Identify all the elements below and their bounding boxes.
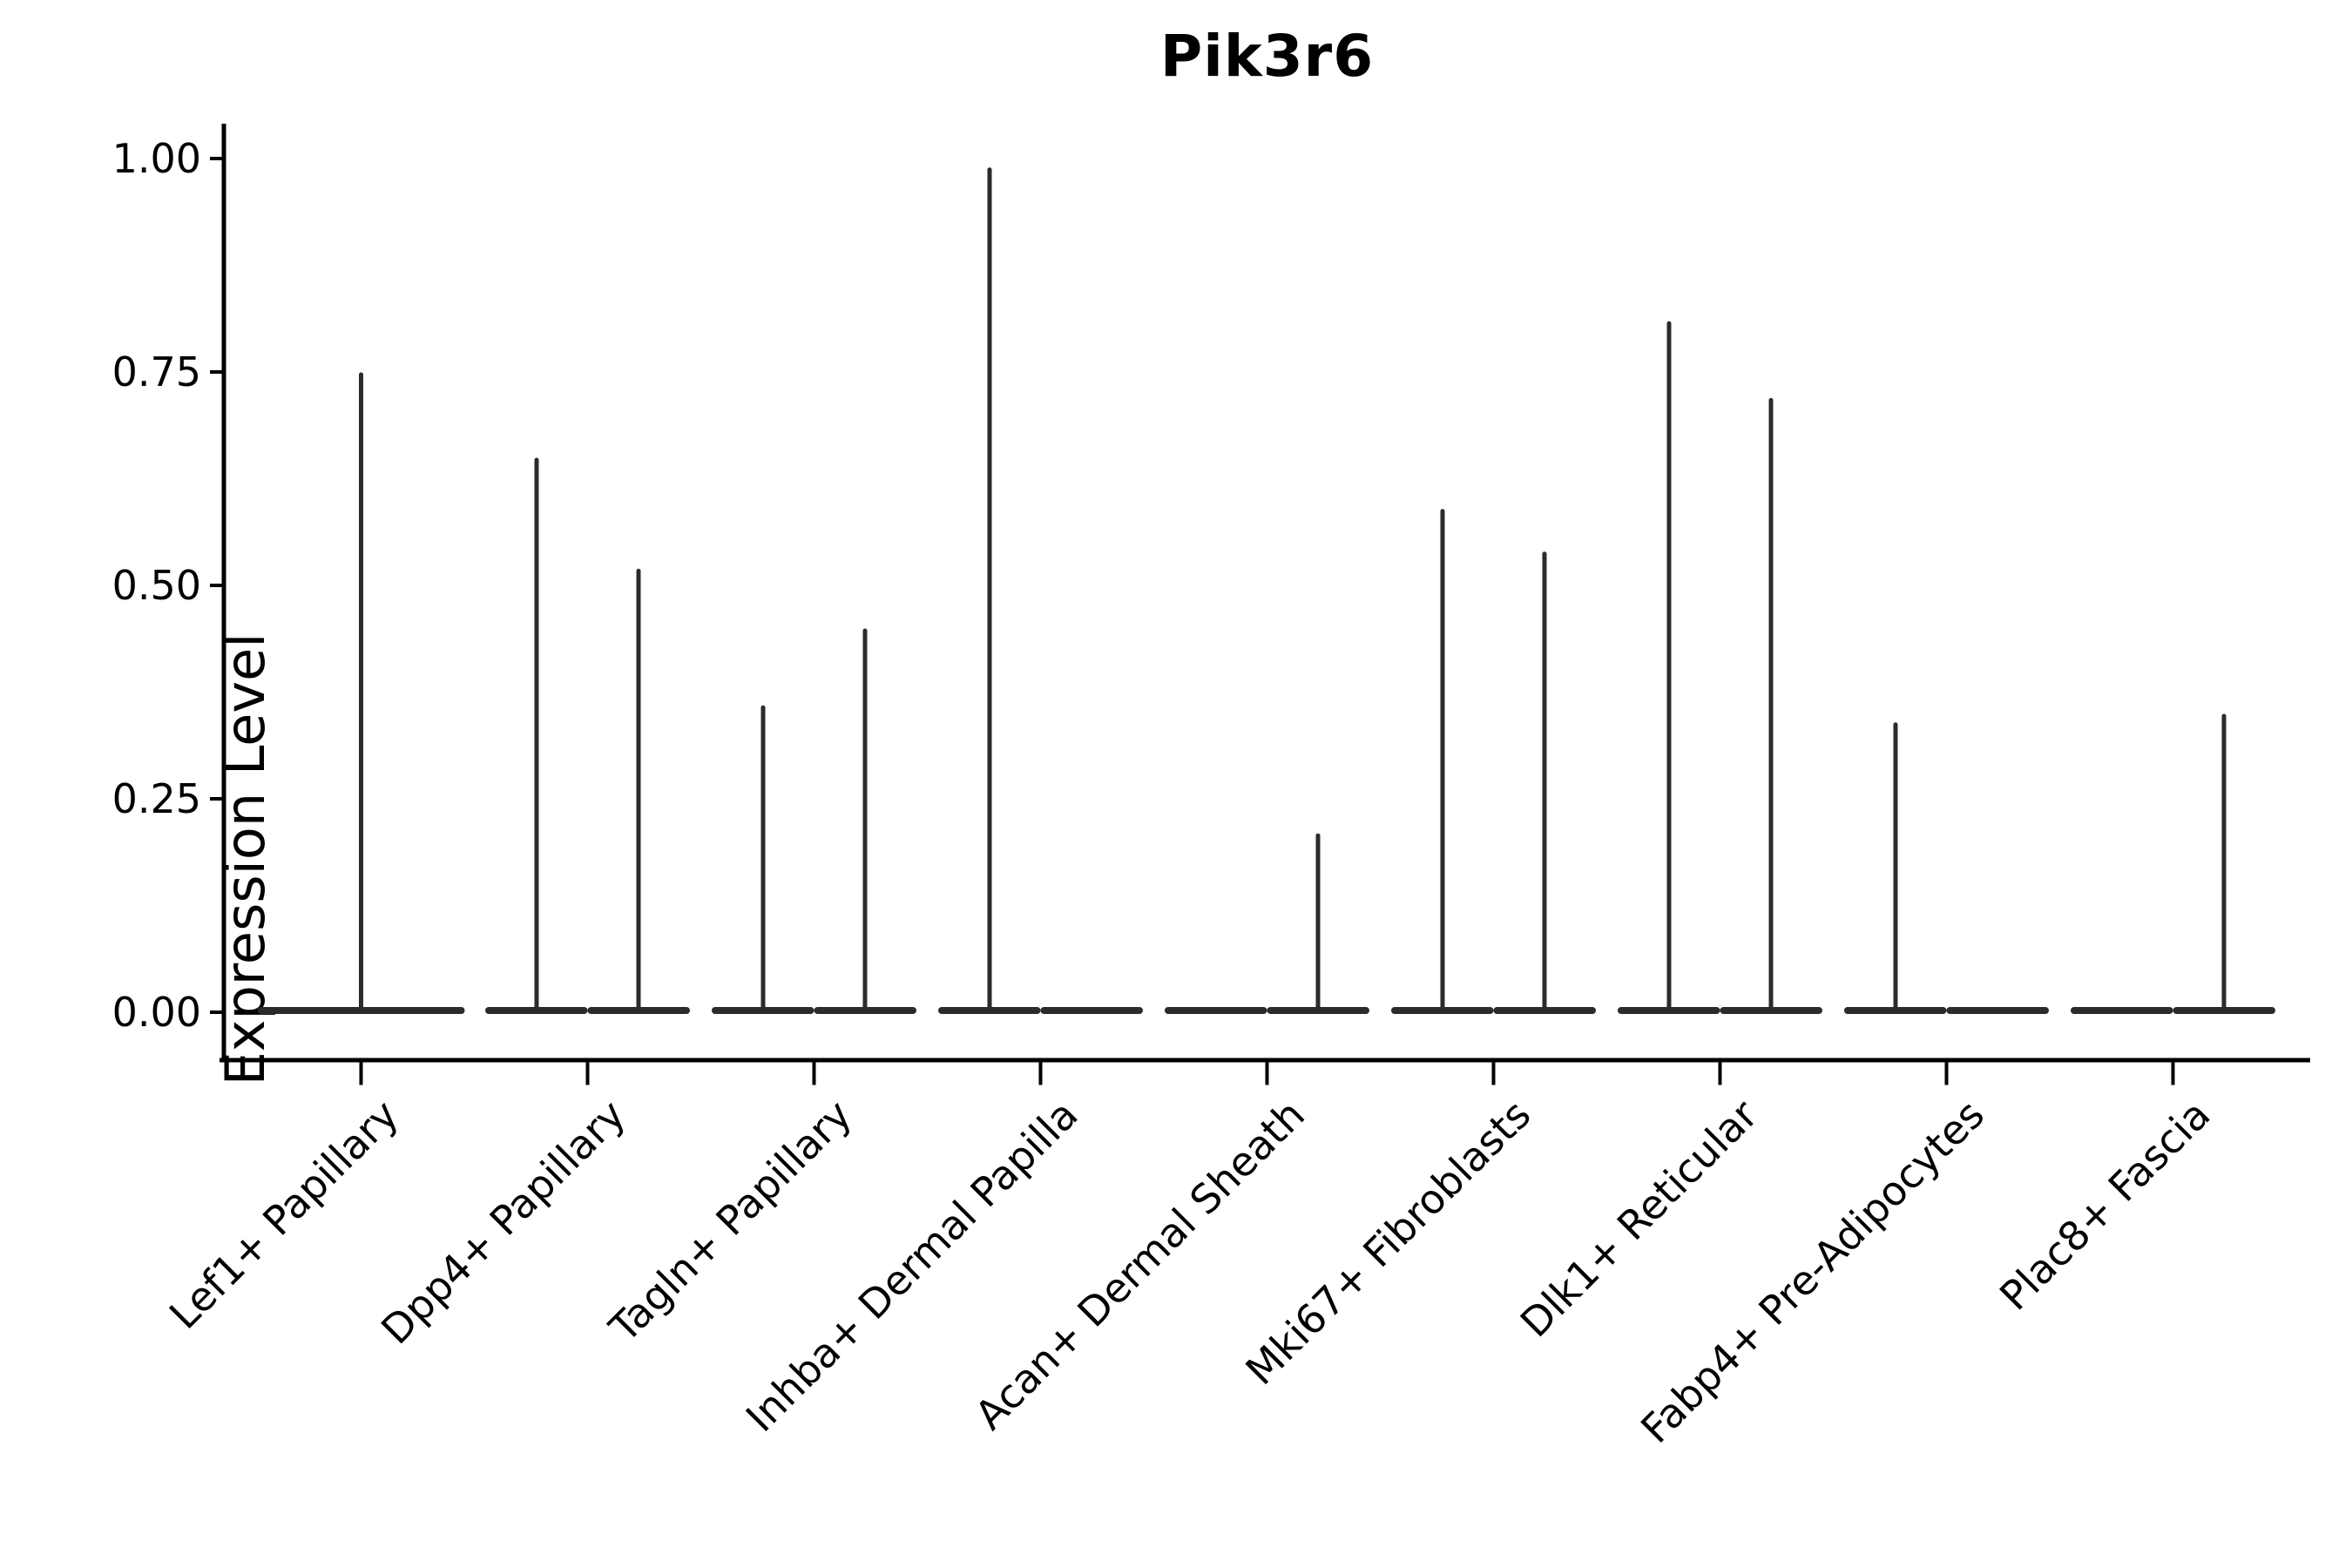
y-tick-label: 0.75 <box>112 348 201 395</box>
y-tick-label: 0.50 <box>112 562 201 609</box>
chart-title: Pik3r6 <box>1159 23 1375 90</box>
y-tick-label: 1.00 <box>112 135 201 182</box>
y-tick-label: 0.25 <box>112 775 201 822</box>
y-tick-label: 0.00 <box>112 989 201 1036</box>
